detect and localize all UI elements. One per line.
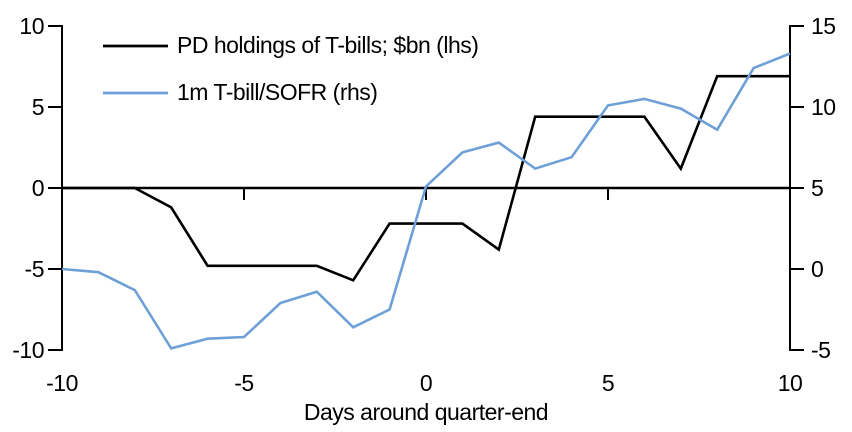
x-axis-ticks: -10 -5 0 5 10	[46, 188, 803, 396]
y-axis-left-tick-label: 5	[32, 94, 44, 120]
y-axis-right-tick-label: 10	[811, 94, 836, 120]
y-axis-left-ticks: 10 5 0 -5 -10	[12, 13, 62, 363]
x-axis-tick-label: 0	[420, 370, 432, 396]
legend-label-pd-holdings: PD holdings of T-bills; $bn (lhs)	[177, 32, 478, 58]
y-axis-left-tick-label: 10	[19, 13, 44, 39]
series-group	[61, 52, 791, 350]
series-pd-holdings	[62, 74, 790, 282]
y-axis-right-tick-label: -5	[811, 337, 830, 363]
y-axis-left-tick-label: -5	[25, 256, 44, 282]
y-axis-right-tick-label: 5	[811, 175, 823, 201]
y-axis-right-tick-label: 0	[811, 256, 823, 282]
legend-label-tbill-sofr: 1m T-bill/SOFR (rhs)	[177, 79, 377, 105]
x-axis-tick-label: 10	[778, 370, 803, 396]
series-tbill-sofr	[61, 52, 791, 350]
legend: PD holdings of T-bills; $bn (lhs) 1m T-b…	[103, 32, 479, 105]
x-axis-title: Days around quarter-end	[304, 399, 548, 425]
y-axis-right-tick-label: 15	[811, 13, 836, 39]
x-axis-tick-label: 5	[602, 370, 614, 396]
x-axis-tick-label: -5	[234, 370, 253, 396]
y-axis-left-tick-label: 0	[32, 175, 44, 201]
y-axis-left-tick-label: -10	[12, 337, 44, 363]
x-axis-tick-label: -10	[46, 370, 78, 396]
y-axis-right-ticks: 15 10 5 0 -5	[790, 13, 836, 363]
